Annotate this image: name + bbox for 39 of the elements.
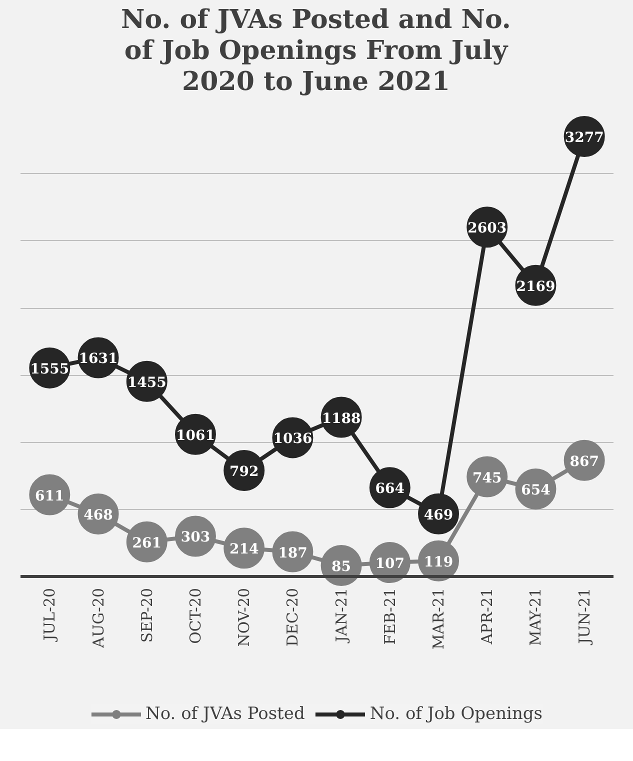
chart-title: No. of JVAs Posted and No. of Job Openings From July 2020 to June 2021	[106, 5, 526, 99]
x-tick-label: OCT-20	[186, 587, 204, 644]
data-label: 468	[84, 507, 113, 524]
x-tick-label: JUN-21	[575, 587, 594, 646]
legend-label: No. of JVAs Posted	[145, 704, 305, 724]
data-label: 654	[521, 482, 551, 498]
data-label: 792	[229, 464, 259, 480]
x-tick-label: SEP-20	[138, 587, 156, 642]
x-tick-label: NOV-20	[235, 587, 254, 646]
x-tick-label: JAN-21	[332, 587, 350, 644]
data-label: 2169	[516, 278, 556, 294]
data-label: 1188	[322, 410, 361, 426]
x-tick-label: AUG-20	[89, 587, 108, 648]
data-label: 611	[35, 488, 64, 504]
data-label: 107	[375, 556, 405, 572]
data-label: 1061	[176, 427, 215, 444]
data-label: 119	[424, 554, 454, 570]
data-label: 1631	[78, 350, 118, 367]
data-label: 261	[132, 534, 162, 551]
data-label: 214	[229, 541, 259, 558]
data-label: 1555	[30, 361, 70, 378]
data-label: 664	[375, 480, 405, 497]
x-tick-label: MAR-21	[430, 587, 448, 650]
data-label: 187	[278, 544, 308, 561]
x-tick-label: MAY-21	[526, 587, 545, 646]
data-label: 2603	[468, 220, 507, 236]
x-tick-label: DEC-20	[284, 587, 302, 646]
data-label: 3277	[564, 130, 604, 146]
x-tick-label: APR-21	[478, 587, 496, 645]
data-label: 85	[332, 558, 352, 575]
data-label: 469	[424, 506, 454, 523]
data-label: 303	[180, 529, 210, 546]
legend-label: No. of Job Openings	[370, 704, 543, 724]
data-label: 867	[570, 453, 599, 470]
data-label: 1455	[127, 374, 166, 390]
x-tick-label: JUL-20	[40, 587, 59, 642]
x-tick-label: FEB-21	[380, 587, 399, 644]
data-label: 745	[472, 470, 502, 486]
data-label: 1036	[273, 430, 312, 447]
